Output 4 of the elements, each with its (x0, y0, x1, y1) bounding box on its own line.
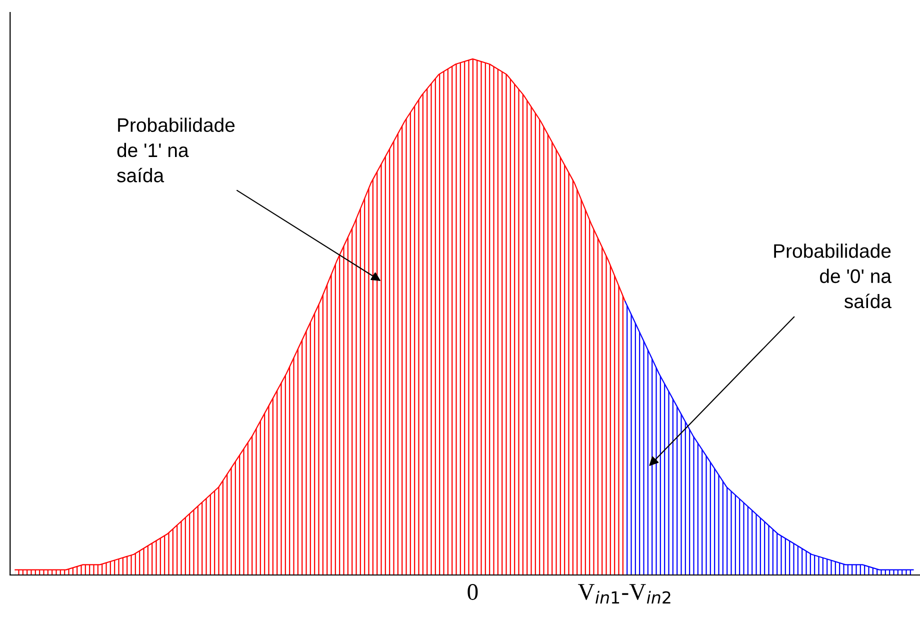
x-tick-label: V$_{in1}$-V$_{in2}$ (578, 584, 670, 604)
x-tick-label: 0 (468, 584, 478, 600)
annotation: Probabilidade de '0' na saída (774, 244, 892, 308)
annotation: Probabilidade de '1' na saída (117, 118, 235, 182)
